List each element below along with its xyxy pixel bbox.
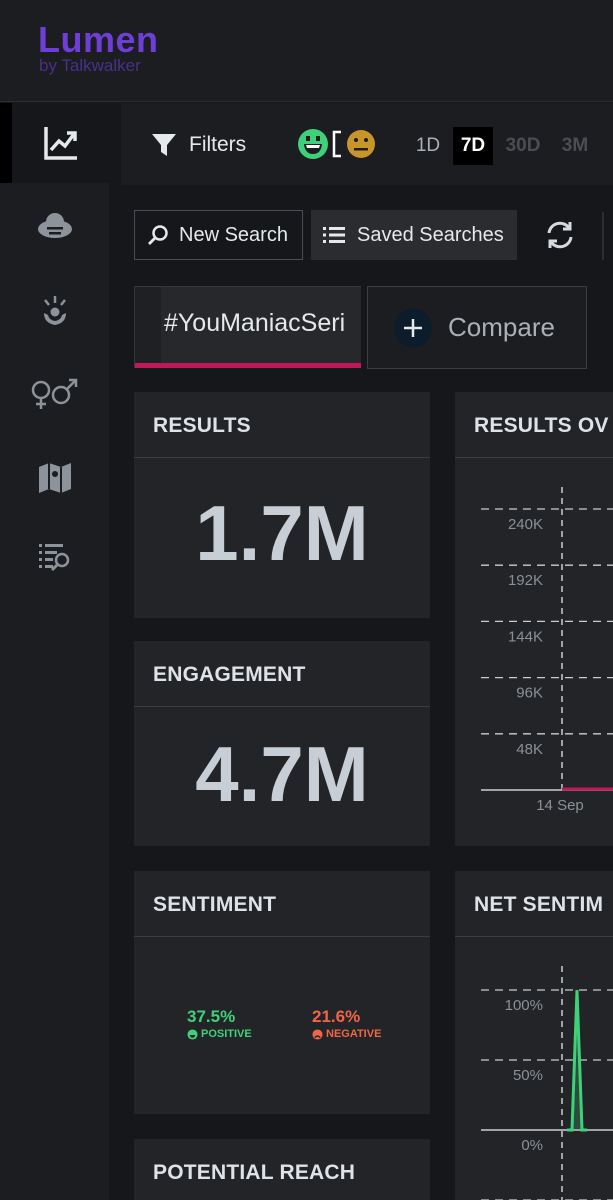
sidebar-item-geography[interactable] xyxy=(0,437,109,517)
saved-searches-button[interactable]: Saved Searches xyxy=(311,210,517,260)
net-sentiment-card: NET SENTIM 100%50%0%-50% xyxy=(455,871,613,1200)
sidebar-item-themes[interactable] xyxy=(0,187,109,267)
sentiment-filter[interactable] xyxy=(296,127,376,161)
results-over-time-chart: 240K 192K 144K 96K 48K 14 Sep xyxy=(481,487,613,814)
refresh-icon xyxy=(547,221,573,249)
negative-face-icon xyxy=(312,1028,323,1040)
new-search-button[interactable]: New Search xyxy=(134,210,303,260)
engagement-title: ENGAGEMENT xyxy=(153,663,306,686)
toolbar-divider xyxy=(602,212,604,260)
sentiment-title: SENTIMENT xyxy=(153,893,277,916)
y-tick-label: 50% xyxy=(513,1067,543,1084)
positive-percentage: 37.5% xyxy=(187,1007,236,1026)
y-tick-label: 0% xyxy=(521,1137,543,1154)
x-tick-label: 14 Sep xyxy=(536,797,584,814)
negative-label: NEGATIVE xyxy=(326,1028,382,1040)
engagement-card: ENGAGEMENT 4.7M xyxy=(134,641,430,846)
card-divider xyxy=(134,936,430,937)
bracket-selector-icon xyxy=(332,130,341,158)
y-tick-label: 48K xyxy=(516,741,543,758)
sidebar-item-demographics[interactable] xyxy=(0,353,109,433)
engagement-value: 4.7M xyxy=(195,730,369,818)
negative-label-row: NEGATIVE xyxy=(312,1028,381,1040)
brand-name: Lumen xyxy=(38,19,159,60)
y-tick-label: 192K xyxy=(508,572,543,589)
card-divider xyxy=(455,457,613,458)
results-value: 1.7M xyxy=(195,489,369,577)
results-title: RESULTS xyxy=(153,414,251,437)
filter-bar: Filters 1D 7D 30D 3M xyxy=(121,103,613,185)
net-sentiment-series-area xyxy=(567,990,587,1130)
search-icon xyxy=(148,225,168,245)
compare-label: Compare xyxy=(448,312,555,342)
results-over-time-title: RESULTS OV xyxy=(474,414,609,437)
compare-button[interactable]: Compare xyxy=(367,286,587,369)
positive-label-row: POSITIVE xyxy=(187,1028,252,1040)
neutral-face-icon xyxy=(347,130,375,158)
negative-percentage: 21.6% xyxy=(312,1007,361,1026)
net-sentiment-chart: 100%50%0%-50% xyxy=(481,966,613,1200)
time-30d[interactable]: 30D xyxy=(505,135,541,156)
time-3m[interactable]: 3M xyxy=(561,135,589,156)
trend-chart-icon xyxy=(43,127,77,160)
y-tick-label: 240K xyxy=(508,516,543,533)
card-divider xyxy=(134,457,430,458)
list-search-icon xyxy=(38,544,69,572)
time-7d[interactable]: 7D xyxy=(453,127,493,165)
query-tab[interactable]: #YouManiacSeri xyxy=(134,286,361,368)
plus-icon xyxy=(394,308,432,347)
brand-logo[interactable]: Lumen by Talkwalker xyxy=(38,19,159,75)
query-tab-background xyxy=(161,287,361,363)
sidebar-item-analytics[interactable] xyxy=(0,103,109,183)
sidebar-item-influencers[interactable] xyxy=(0,271,109,351)
filters-label: Filters xyxy=(189,133,247,156)
sidebar-item-results-list[interactable] xyxy=(0,517,109,597)
net-sentiment-series-line xyxy=(567,989,587,1132)
sentiment-card: SENTIMENT 37.5% POSITIVE 21.6% NEGATIVE xyxy=(134,871,430,1114)
positive-label: POSITIVE xyxy=(201,1028,252,1040)
card-divider xyxy=(455,936,613,937)
filters-button[interactable]: Filters xyxy=(151,125,246,165)
positive-face-icon xyxy=(298,129,328,159)
brand-subtitle: by Talkwalker xyxy=(39,56,141,75)
card-divider xyxy=(134,706,430,707)
results-card: RESULTS 1.7M xyxy=(134,392,430,618)
query-tab-indicator xyxy=(135,363,361,368)
saved-searches-label: Saved Searches xyxy=(357,223,504,246)
potential-reach-title: POTENTIAL REACH xyxy=(153,1161,356,1184)
y-tick-label: 100% xyxy=(505,997,543,1014)
map-icon xyxy=(38,463,71,493)
list-icon xyxy=(323,227,345,243)
y-tick-label: 144K xyxy=(508,628,543,645)
sidebar xyxy=(0,103,109,1200)
time-1d[interactable]: 1D xyxy=(415,135,441,156)
influencer-icon xyxy=(43,296,66,325)
app-header: Lumen by Talkwalker xyxy=(0,0,613,102)
results-over-time-card: RESULTS OV 240K 192K 144K 96K 48K 14 Sep xyxy=(455,392,613,846)
cloud-icon xyxy=(37,213,72,238)
potential-reach-card: POTENTIAL REACH xyxy=(134,1139,430,1200)
net-sentiment-title: NET SENTIM xyxy=(474,893,604,916)
positive-face-icon xyxy=(187,1028,198,1040)
refresh-button[interactable] xyxy=(542,215,578,255)
gender-icon xyxy=(31,378,77,409)
funnel-icon xyxy=(152,134,176,156)
query-tab-label: #YouManiacSeri xyxy=(164,309,346,337)
new-search-label: New Search xyxy=(179,223,288,246)
y-tick-label: 96K xyxy=(516,685,543,702)
